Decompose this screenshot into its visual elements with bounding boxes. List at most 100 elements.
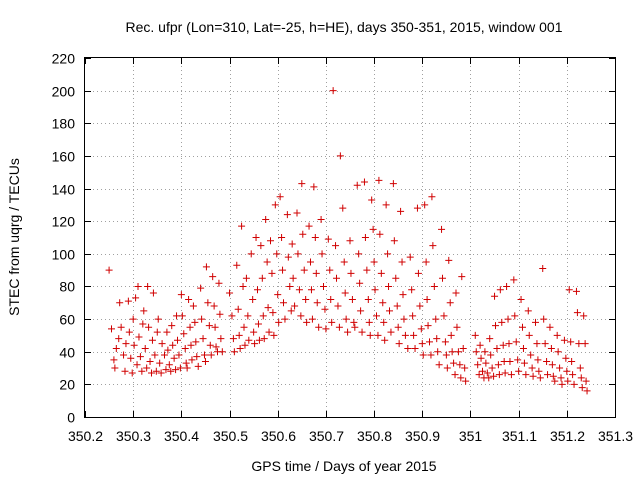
data-point-marker <box>218 348 226 356</box>
data-point-marker <box>583 387 591 395</box>
data-point-marker <box>406 253 414 261</box>
data-point-marker <box>154 315 162 323</box>
y-tick-label: 180 <box>52 116 76 132</box>
data-point-marker <box>233 261 241 269</box>
data-point-marker <box>329 87 337 95</box>
data-point-marker <box>528 364 536 372</box>
data-point-marker <box>450 359 458 367</box>
data-point-marker <box>215 279 223 287</box>
data-point-marker <box>373 312 380 320</box>
data-point-marker <box>494 361 502 369</box>
data-point-marker <box>569 371 577 379</box>
data-point-marker <box>270 331 278 339</box>
data-point-marker <box>262 216 270 224</box>
data-point-marker <box>361 234 369 241</box>
data-point-marker <box>398 258 406 266</box>
data-point-marker <box>198 315 206 323</box>
data-point-marker <box>356 279 364 287</box>
x-tick-labels: 350.2 350.3 350.4 350.5 350.6 350.7 350.8 350.9… <box>68 428 633 444</box>
data-point-marker <box>313 299 321 307</box>
data-point-marker <box>186 323 194 331</box>
data-point-marker <box>276 193 284 201</box>
data-point-marker <box>409 312 417 320</box>
data-point-marker <box>161 351 168 359</box>
data-point-marker <box>240 323 248 331</box>
data-point-marker <box>320 282 327 290</box>
data-point-marker <box>202 263 210 271</box>
data-point-marker <box>435 361 443 369</box>
data-point-marker <box>339 204 347 212</box>
data-point-marker <box>130 341 138 349</box>
data-point-marker <box>207 351 215 359</box>
data-point-marker <box>347 269 355 277</box>
data-point-marker <box>515 367 523 375</box>
data-point-marker <box>456 361 464 369</box>
data-point-marker <box>446 299 454 307</box>
data-point-marker <box>294 250 302 258</box>
data-point-marker <box>133 361 141 369</box>
data-point-marker <box>288 240 296 248</box>
data-point-marker <box>357 307 365 315</box>
data-point-marker <box>132 294 140 302</box>
data-point-marker <box>176 364 184 372</box>
data-point-marker <box>533 340 541 348</box>
data-point-marker <box>297 312 305 320</box>
data-point-marker <box>188 356 196 364</box>
data-point-marker <box>389 180 397 188</box>
data-point-marker <box>413 204 421 212</box>
data-point-marker <box>474 361 482 369</box>
data-point-marker <box>400 315 408 323</box>
data-point-marker <box>452 289 460 297</box>
data-point-marker <box>322 325 330 333</box>
data-point-marker <box>234 305 242 313</box>
data-point-marker <box>151 351 159 359</box>
data-point-marker <box>445 256 453 264</box>
data-point-marker <box>321 305 329 313</box>
data-point-marker <box>512 338 520 346</box>
data-point-marker <box>310 183 318 191</box>
data-point-marker <box>575 340 583 348</box>
data-point-marker <box>115 335 123 343</box>
axis-ticks <box>85 58 616 418</box>
data-point-marker <box>317 216 325 224</box>
data-point-marker <box>524 307 532 315</box>
data-point-marker <box>360 178 368 186</box>
data-point-marker <box>567 338 575 346</box>
data-point-marker <box>244 312 252 320</box>
data-point-marker <box>541 340 549 348</box>
data-point-marker <box>141 344 149 352</box>
data-point-marker <box>408 286 416 294</box>
data-point-marker <box>120 351 128 359</box>
data-point-marker <box>121 367 129 375</box>
data-point-marker <box>427 351 435 359</box>
data-point-marker <box>582 377 590 385</box>
data-point-marker <box>125 328 133 336</box>
data-point-marker <box>152 367 160 375</box>
data-point-marker <box>501 369 509 377</box>
data-point-marker <box>557 374 565 382</box>
data-point-marker <box>562 354 570 362</box>
data-point-marker <box>520 359 528 367</box>
data-point-marker <box>253 286 261 294</box>
data-point-marker <box>370 258 378 266</box>
data-point-marker <box>236 344 244 352</box>
data-point-marker <box>312 269 320 277</box>
y-tick-label: 20 <box>59 377 75 393</box>
data-point-marker <box>483 369 491 377</box>
data-point-marker <box>241 341 249 349</box>
data-point-marker <box>350 318 358 326</box>
y-tick-label: 0 <box>67 410 75 426</box>
y-tick-label: 60 <box>59 312 75 328</box>
data-point-marker <box>558 380 566 388</box>
data-point-marker <box>287 307 295 315</box>
data-point-marker <box>404 344 412 352</box>
data-point-marker <box>379 299 387 307</box>
data-point-marker <box>432 315 440 323</box>
data-point-marker <box>145 323 153 331</box>
data-point-marker <box>441 338 449 346</box>
data-point-marker <box>514 356 522 364</box>
data-point-marker <box>416 302 424 310</box>
data-point-marker <box>138 367 146 375</box>
data-point-marker <box>505 340 513 348</box>
data-point-marker <box>111 364 119 372</box>
